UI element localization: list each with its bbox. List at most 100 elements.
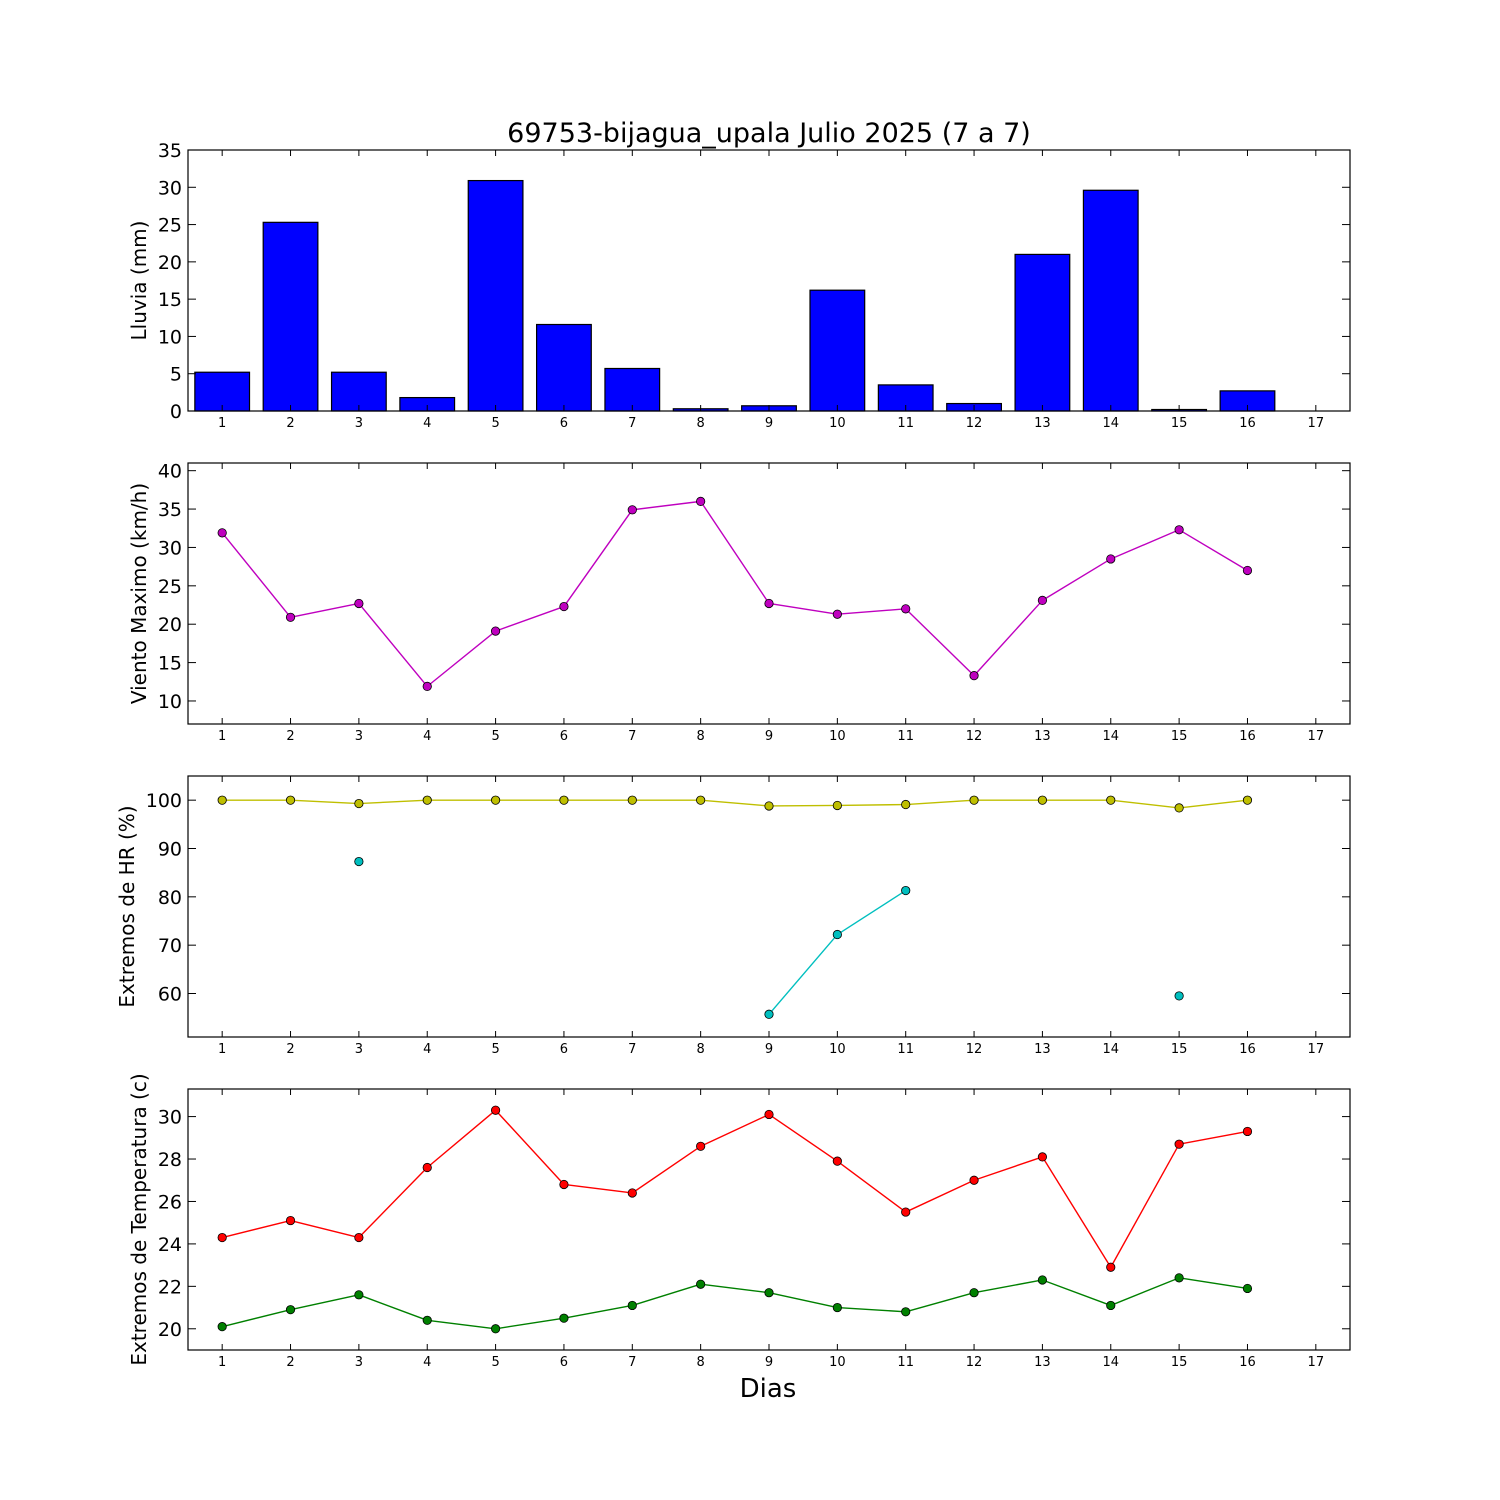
humidity-series-1-segment (837, 803, 906, 807)
humidity-x-tick-label: 1 (218, 1042, 226, 1057)
wind-x-tick-label: 15 (1171, 729, 1188, 744)
humidity-x-tick-label: 4 (423, 1042, 431, 1057)
wind-series-1-segment (495, 605, 565, 632)
rain-y-axis-label: Lluvia (mm) (127, 221, 151, 341)
temperature-series-1-segment (1041, 1156, 1112, 1268)
temperature-series-2-point-day-13 (1037, 1275, 1048, 1285)
temperature-series-1-segment (426, 1109, 497, 1169)
wind-x-tick-label: 8 (697, 729, 705, 744)
temperature-y-tick-label: 28 (158, 1149, 182, 1171)
rain-x-tick-label: 13 (1034, 416, 1051, 431)
rain-x-tick-label: 5 (491, 416, 499, 431)
wind-series-1-point-day-12 (969, 671, 979, 681)
temperature-x-tick-label: 12 (966, 1355, 983, 1370)
temperature-series-2-segment (1042, 1279, 1112, 1307)
rain-x-tick-label: 4 (423, 416, 431, 431)
humidity-series-2-point-day-11 (901, 885, 911, 896)
temperature-series-2-segment (222, 1309, 291, 1328)
wind-series-1-segment (1110, 529, 1180, 560)
rain-bar-day-5 (467, 179, 524, 412)
wind-x-tick-label: 14 (1102, 729, 1119, 744)
temperature-series-2-segment (700, 1283, 770, 1294)
wind-series-1-segment (1178, 529, 1248, 572)
wind-y-tick-label: 20 (158, 614, 182, 636)
temperature-y-tick-label: 30 (158, 1107, 182, 1129)
wind-series-1-point-day-5 (490, 626, 501, 636)
panel-temperature: 1 2 3 4 5 6 7 8 9 10 11 12 13 14 15 16 17202224262830Ext… (127, 1073, 1351, 1370)
wind-x-tick-label: 16 (1239, 729, 1256, 744)
wind-series-1-point-day-1 (217, 528, 227, 538)
wind-x-tick-label: 4 (423, 729, 431, 744)
rain-x-tick-label: 1 (218, 416, 226, 431)
wind-series-1-segment (973, 599, 1043, 677)
temperature-x-tick-label: 9 (765, 1355, 773, 1370)
temperature-series-1-segment (1178, 1130, 1248, 1145)
temperature-series-2-point-day-5 (490, 1324, 501, 1334)
wind-x-tick-label: 17 (1308, 729, 1325, 744)
chart-title: 69753-bijagua_upala Julio 2025 (7 a 7) (507, 118, 1031, 149)
humidity-x-tick-label: 5 (491, 1042, 499, 1057)
temperature-series-1-segment (700, 1113, 770, 1147)
temperature-x-tick-label: 1 (218, 1355, 226, 1370)
temperature-series-2-segment (837, 1306, 906, 1313)
humidity-series-2-point-day-10 (832, 929, 842, 940)
humidity-series-1-point-day-7 (627, 795, 637, 805)
temperature-x-tick-label: 5 (491, 1355, 499, 1370)
rain-x-tick-label: 17 (1308, 416, 1325, 431)
humidity-series-1-point-day-6 (559, 795, 569, 805)
temperature-series-1-segment (905, 1179, 975, 1213)
humidity-x-tick-label: 2 (286, 1042, 294, 1057)
wind-series-1-segment (837, 608, 906, 615)
temperature-series-2-point-day-7 (627, 1300, 637, 1311)
wind-y-tick-label: 35 (158, 499, 182, 521)
humidity-x-tick-label: 14 (1102, 1042, 1119, 1057)
temperature-series-2-point-day-9 (764, 1288, 774, 1298)
rain-x-tick-label: 2 (286, 416, 294, 431)
humidity-series-2-point-day-15 (1174, 991, 1184, 1001)
rain-x-tick-label: 6 (560, 416, 568, 431)
rain-bar-day-10 (809, 289, 866, 412)
humidity-series-1-point-day-11 (901, 799, 911, 810)
temperature-series-1-point-day-14 (1106, 1262, 1116, 1272)
temperature-x-tick-label: 6 (560, 1355, 568, 1370)
temperature-series-1-point-day-5 (490, 1105, 501, 1115)
rain-y-tick-label: 5 (170, 364, 182, 386)
temperature-x-tick-label: 8 (697, 1355, 705, 1370)
panels: 1 2 3 4 5 6 7 8 9 10 11 12 13 14 15 16 1705101520253035L… (115, 140, 1351, 1370)
temperature-series-2-segment (768, 1292, 838, 1309)
temperature-series-1-segment (768, 1113, 838, 1162)
wind-y-axis-label: Viento Maximo (km/h) (127, 483, 151, 704)
humidity-series-1-point-day-3 (354, 798, 364, 809)
humidity-x-tick-label: 9 (765, 1042, 773, 1057)
temperature-y-tick-label: 20 (158, 1319, 182, 1341)
temperature-y-tick-label: 26 (158, 1191, 182, 1213)
temperature-series-2-point-day-1 (217, 1322, 227, 1332)
humidity-x-tick-label: 15 (1171, 1042, 1188, 1057)
temperature-series-1-segment (495, 1109, 565, 1185)
humidity-series-1-point-day-9 (764, 801, 774, 811)
panel-wind: 1 2 3 4 5 6 7 8 9 10 11 12 13 14 15 16 1710152025303540V… (127, 461, 1351, 744)
wind-series-1-segment (358, 603, 428, 687)
temperature-x-tick-label: 2 (286, 1355, 294, 1370)
humidity-x-tick-label: 16 (1239, 1042, 1256, 1057)
wind-x-tick-label: 12 (966, 729, 983, 744)
rain-y-tick-label: 0 (170, 401, 182, 423)
rain-x-tick-label: 15 (1171, 416, 1188, 431)
rain-y-tick-label: 10 (158, 326, 182, 348)
humidity-series-2-point-day-9 (764, 1009, 774, 1019)
humidity-series-1-segment (1110, 799, 1180, 809)
temperature-series-1-point-day-4 (422, 1162, 432, 1173)
temperature-series-2-point-day-6 (559, 1313, 569, 1323)
rain-x-tick-label: 7 (628, 416, 636, 431)
rain-bar-day-14 (1082, 189, 1139, 412)
temperature-series-2-point-day-10 (832, 1302, 842, 1313)
humidity-x-tick-label: 7 (628, 1042, 636, 1057)
temperature-series-1-point-day-16 (1242, 1126, 1253, 1137)
wind-series-1-point-day-14 (1106, 554, 1116, 564)
rain-bar-day-6 (535, 323, 592, 412)
temperature-series-1-point-day-6 (559, 1179, 569, 1190)
temperature-series-1-segment (973, 1156, 1043, 1181)
humidity-series-1-point-day-10 (832, 800, 842, 811)
rain-bar-day-1 (194, 371, 251, 412)
humidity-x-tick-label: 12 (966, 1042, 983, 1057)
